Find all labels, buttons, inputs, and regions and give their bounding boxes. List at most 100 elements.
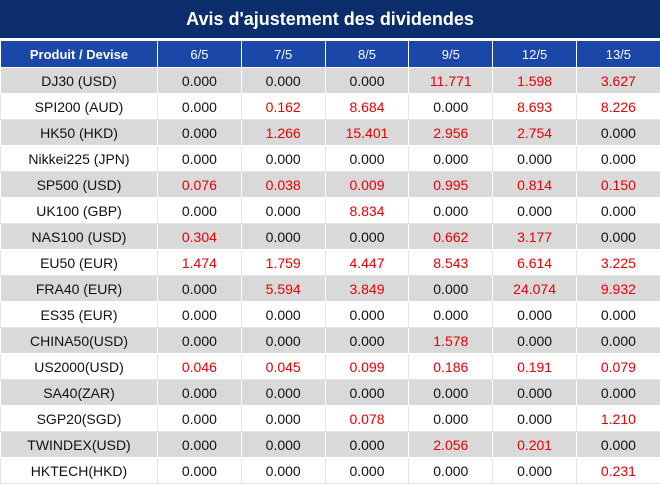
value-cell: 0.000 (409, 302, 493, 328)
value-cell: 0.000 (409, 94, 493, 120)
value-cell: 3.225 (576, 250, 660, 276)
value-cell: 0.000 (576, 224, 660, 250)
value-cell: 0.078 (325, 406, 409, 432)
value-cell: 3.177 (493, 224, 577, 250)
product-cell: US2000(USD) (1, 354, 158, 380)
value-cell: 0.000 (158, 276, 242, 302)
value-cell: 0.000 (158, 302, 242, 328)
value-cell: 4.447 (325, 250, 409, 276)
product-cell: FRA40 (EUR) (1, 276, 158, 302)
value-cell: 0.000 (576, 328, 660, 354)
value-cell: 0.000 (325, 458, 409, 484)
value-cell: 0.162 (241, 94, 325, 120)
value-cell: 0.000 (576, 380, 660, 406)
product-cell: NAS100 (USD) (1, 224, 158, 250)
value-cell: 2.956 (409, 120, 493, 146)
column-header-date: 8/5 (325, 41, 409, 68)
value-cell: 0.000 (241, 458, 325, 484)
product-cell: Nikkei225 (JPN) (1, 146, 158, 172)
value-cell: 0.000 (409, 406, 493, 432)
value-cell: 0.000 (493, 328, 577, 354)
value-cell: 11.771 (409, 68, 493, 94)
column-header-product: Produit / Devise (1, 41, 158, 68)
value-cell: 0.038 (241, 172, 325, 198)
value-cell: 0.150 (576, 172, 660, 198)
product-cell: DJ30 (USD) (1, 68, 158, 94)
value-cell: 0.000 (576, 146, 660, 172)
product-cell: UK100 (GBP) (1, 198, 158, 224)
value-cell: 0.000 (158, 120, 242, 146)
value-cell: 0.000 (241, 302, 325, 328)
value-cell: 1.210 (576, 406, 660, 432)
value-cell: 3.627 (576, 68, 660, 94)
value-cell: 0.009 (325, 172, 409, 198)
value-cell: 0.000 (241, 432, 325, 458)
product-cell: SA40(ZAR) (1, 380, 158, 406)
value-cell: 0.000 (409, 380, 493, 406)
value-cell: 0.000 (576, 302, 660, 328)
value-cell: 0.000 (158, 432, 242, 458)
value-cell: 0.079 (576, 354, 660, 380)
value-cell: 0.000 (241, 406, 325, 432)
value-cell: 2.754 (493, 120, 577, 146)
value-cell: 0.000 (241, 380, 325, 406)
product-cell: CHINA50(USD) (1, 328, 158, 354)
value-cell: 6.614 (493, 250, 577, 276)
value-cell: 2.056 (409, 432, 493, 458)
value-cell: 1.759 (241, 250, 325, 276)
value-cell: 0.000 (493, 380, 577, 406)
value-cell: 3.849 (325, 276, 409, 302)
value-cell: 0.099 (325, 354, 409, 380)
value-cell: 0.000 (409, 198, 493, 224)
value-cell: 0.000 (493, 198, 577, 224)
value-cell: 0.000 (325, 432, 409, 458)
value-cell: 0.231 (576, 458, 660, 484)
value-cell: 1.266 (241, 120, 325, 146)
value-cell: 0.191 (493, 354, 577, 380)
value-cell: 0.000 (241, 198, 325, 224)
value-cell: 0.000 (493, 302, 577, 328)
column-header-date: 12/5 (493, 41, 577, 68)
dividend-table: Produit / Devise 6/5 7/5 8/5 9/5 12/5 13… (0, 40, 660, 484)
product-cell: HK50 (HKD) (1, 120, 158, 146)
value-cell: 0.814 (493, 172, 577, 198)
value-cell: 0.000 (493, 406, 577, 432)
value-cell: 0.000 (241, 68, 325, 94)
value-cell: 8.684 (325, 94, 409, 120)
product-cell: SP500 (USD) (1, 172, 158, 198)
value-cell: 0.995 (409, 172, 493, 198)
value-cell: 0.045 (241, 354, 325, 380)
column-header-date: 13/5 (576, 41, 660, 68)
value-cell: 0.000 (409, 146, 493, 172)
value-cell: 9.932 (576, 276, 660, 302)
value-cell: 0.201 (493, 432, 577, 458)
value-cell: 0.000 (241, 146, 325, 172)
value-cell: 1.598 (493, 68, 577, 94)
column-header-date: 9/5 (409, 41, 493, 68)
product-cell: SGP20(SGD) (1, 406, 158, 432)
value-cell: 0.000 (576, 120, 660, 146)
value-cell: 0.000 (325, 146, 409, 172)
value-cell: 0.000 (158, 198, 242, 224)
value-cell: 0.000 (409, 458, 493, 484)
value-cell: 8.834 (325, 198, 409, 224)
value-cell: 0.000 (409, 276, 493, 302)
product-cell: EU50 (EUR) (1, 250, 158, 276)
value-cell: 0.662 (409, 224, 493, 250)
value-cell: 0.000 (325, 68, 409, 94)
value-cell: 1.578 (409, 328, 493, 354)
value-cell: 0.000 (325, 328, 409, 354)
value-cell: 8.543 (409, 250, 493, 276)
